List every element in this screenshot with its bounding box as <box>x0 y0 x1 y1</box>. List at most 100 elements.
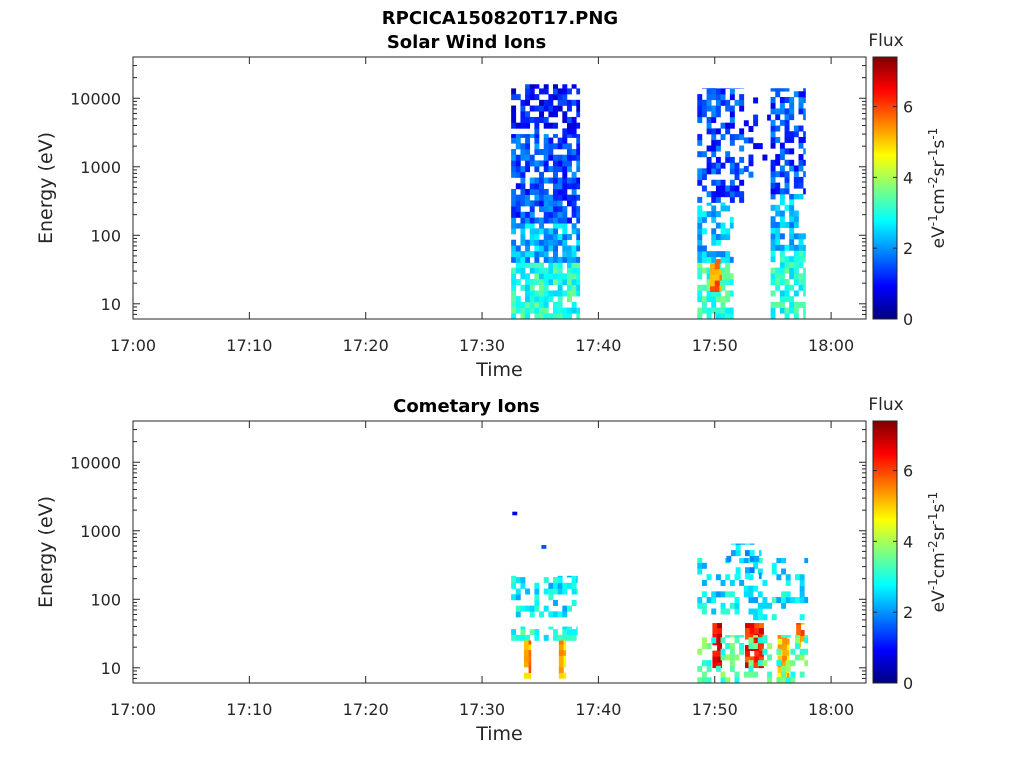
spectrogram-cell <box>789 296 795 303</box>
spectrogram-cell <box>571 128 577 135</box>
spectrogram-cell <box>515 251 521 258</box>
spectrogram-cell <box>529 116 535 123</box>
spectrogram-cell <box>803 136 806 143</box>
x-tick-label: 17:00 <box>110 700 156 719</box>
spectrogram-cell <box>748 137 754 144</box>
spectrogram-cell <box>520 171 526 178</box>
spectrogram-cell <box>562 217 568 224</box>
spectrogram-cell <box>511 256 517 263</box>
spectrogram-cell <box>529 290 535 297</box>
spectrogram-cell <box>790 660 796 667</box>
spectrogram-cell <box>706 574 712 581</box>
spectrogram-cell <box>734 162 740 169</box>
spectrogram-cell <box>697 677 703 684</box>
spectrogram-cell <box>720 279 726 286</box>
spectrogram-cell <box>515 211 521 218</box>
spectrogram-cell <box>758 627 764 634</box>
spectrogram-cell <box>520 122 526 129</box>
spectrogram-cell <box>739 635 745 638</box>
spectrogram-cell <box>701 602 707 609</box>
spectrogram-cell <box>562 245 568 252</box>
spectrogram-cell <box>543 148 549 155</box>
spectrogram-cell <box>511 245 517 252</box>
spectrogram-cell <box>790 671 796 678</box>
spectrogram-cell <box>566 634 572 641</box>
spectrogram-cell <box>758 644 764 651</box>
spectrogram-cell <box>520 217 526 224</box>
spectrogram-cell <box>729 139 735 146</box>
spectrogram-cell <box>739 191 745 198</box>
spectrogram-cell <box>515 611 521 618</box>
spectrogram-cell <box>748 660 754 667</box>
spectrogram-cell <box>734 99 740 106</box>
spectrogram-cell <box>511 223 517 229</box>
spectrogram-cell <box>720 648 726 655</box>
spectrogram-cell <box>715 94 721 101</box>
plot-frame <box>132 420 867 684</box>
spectrogram-cell <box>712 650 718 657</box>
spectrogram-cell <box>525 166 531 173</box>
spectrogram-cell <box>697 597 703 604</box>
spectrogram-cell <box>775 171 781 178</box>
spectrogram-cell <box>534 160 540 167</box>
spectrogram-cell <box>711 111 717 118</box>
spectrogram-cell <box>525 605 531 612</box>
spectrogram-cell <box>753 597 759 604</box>
spectrogram-cell <box>534 143 540 150</box>
spectrogram-cell <box>720 99 726 106</box>
spectrogram-cell <box>711 296 717 303</box>
spectrogram-cell <box>553 188 558 195</box>
spectrogram-cell <box>749 656 755 663</box>
spectrogram-cell <box>786 672 790 679</box>
spectrogram-cell <box>525 307 531 314</box>
spectrogram-cell <box>720 191 726 198</box>
spectrogram-cell <box>515 223 521 229</box>
spectrogram-cell <box>795 574 800 581</box>
spectrogram-cell <box>729 134 735 141</box>
spectrogram-cell <box>725 677 731 684</box>
spectrogram-cell <box>735 572 741 579</box>
spectrogram-cell <box>576 177 581 184</box>
spectrogram-cell <box>515 143 521 150</box>
spectrogram-cell <box>799 614 805 621</box>
spectrogram-cell <box>734 597 740 604</box>
spectrogram-cell <box>562 634 568 641</box>
spectrogram-cell <box>789 301 795 308</box>
spectrogram-cell <box>770 182 776 189</box>
spectrogram-cell <box>762 154 768 161</box>
spectrogram-cell <box>720 179 726 186</box>
spectrogram-cell <box>528 666 532 673</box>
spectrogram-cell <box>715 222 721 229</box>
spectrogram-cell <box>753 635 759 638</box>
spectrogram-cell <box>720 637 726 644</box>
spectrogram-cell <box>779 142 785 149</box>
x-tick-label: 17:40 <box>575 700 621 719</box>
spectrogram-cell <box>793 210 799 217</box>
spectrogram-cell <box>566 166 572 173</box>
spectrogram-cell <box>534 251 540 258</box>
spectrogram-cell <box>717 662 723 669</box>
spectrogram-cell <box>729 162 735 169</box>
spectrogram-cell <box>520 273 526 280</box>
spectrogram-cell <box>511 137 517 144</box>
spectrogram-cell <box>725 256 731 263</box>
spectrogram-cell <box>571 307 577 314</box>
spectrogram-cell <box>789 131 795 138</box>
spectrogram-cell <box>740 543 746 545</box>
spectrogram-cell <box>511 228 517 235</box>
spectrogram-cell <box>706 211 712 218</box>
spectrogram-cell <box>720 591 726 598</box>
spectrogram-cell <box>528 644 532 651</box>
spectrogram-cell <box>803 131 806 138</box>
spectrogram-cell <box>534 267 540 274</box>
spectrogram-cell <box>706 643 712 650</box>
spectrogram-cell <box>571 188 577 195</box>
spectrogram-cell <box>520 116 526 123</box>
spectrogram-cell <box>553 582 558 589</box>
spectrogram-cell <box>789 204 795 211</box>
spectrogram-cell <box>775 125 781 132</box>
spectrogram-cell <box>525 88 531 95</box>
spectrogram-cell <box>701 211 707 218</box>
spectrogram-cell <box>720 313 726 320</box>
spectrogram-cell <box>762 635 768 638</box>
